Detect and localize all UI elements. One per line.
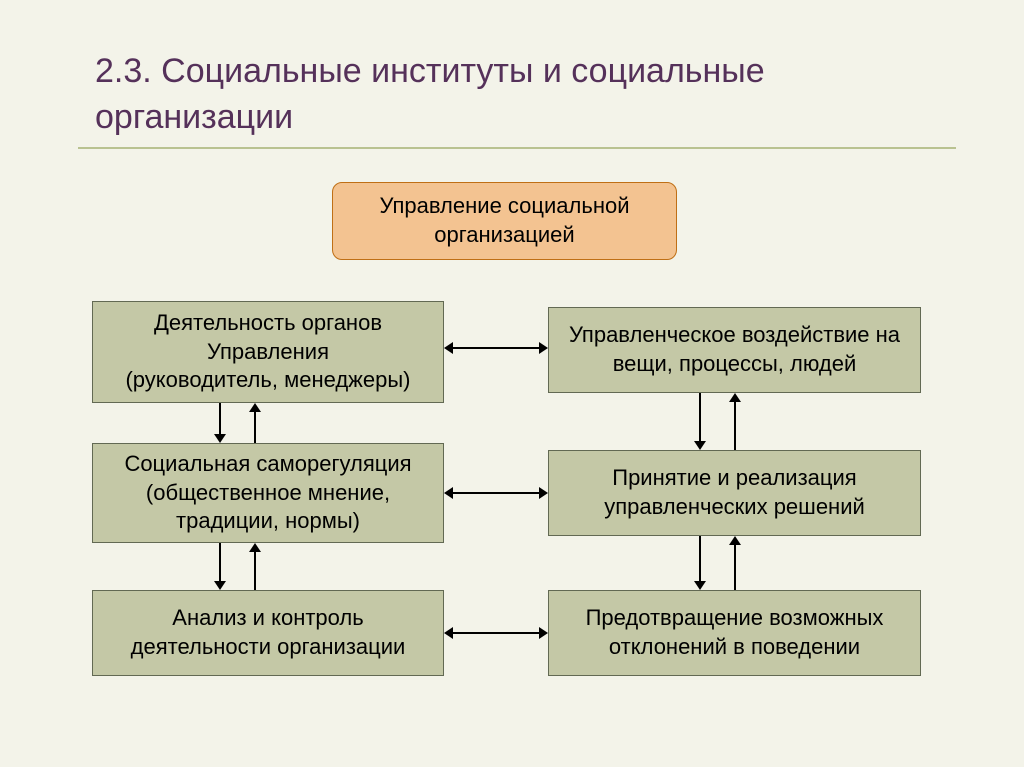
arrow-head-icon: [249, 403, 261, 412]
slide-title: 2.3. Социальные институты и социальные о…: [95, 49, 855, 141]
arrow-head-icon: [694, 581, 706, 590]
connector-line: [453, 632, 539, 634]
connector-line: [453, 492, 539, 494]
arrow-head-icon: [444, 342, 453, 354]
arrow-head-icon: [444, 627, 453, 639]
slide: 2.3. Социальные институты и социальные о…: [0, 0, 1024, 767]
arrow-head-icon: [214, 434, 226, 443]
connector-line: [734, 402, 736, 450]
box-left-2: Социальная саморегуляция (общественное м…: [92, 443, 444, 543]
connector-line: [219, 403, 221, 434]
box-top-management: Управление социальной организацией: [332, 182, 677, 260]
connector-line: [219, 543, 221, 581]
arrow-head-icon: [729, 393, 741, 402]
arrow-head-icon: [249, 543, 261, 552]
connector-line: [699, 393, 701, 441]
title-underline: [78, 147, 956, 149]
arrow-head-icon: [444, 487, 453, 499]
box-left-3: Анализ и контроль деятельности организац…: [92, 590, 444, 676]
connector-line: [734, 545, 736, 590]
connector-line: [453, 347, 539, 349]
arrow-head-icon: [539, 627, 548, 639]
box-right-3: Предотвращение возможных отклонений в по…: [548, 590, 921, 676]
connector-line: [699, 536, 701, 581]
arrow-head-icon: [539, 487, 548, 499]
box-right-1: Управленческое воздействие на вещи, проц…: [548, 307, 921, 393]
arrow-head-icon: [729, 536, 741, 545]
arrow-head-icon: [214, 581, 226, 590]
box-right-2: Принятие и реализация управленческих реш…: [548, 450, 921, 536]
connector-line: [254, 552, 256, 590]
connector-line: [254, 412, 256, 443]
arrow-head-icon: [539, 342, 548, 354]
box-left-1: Деятельность органов Управления (руковод…: [92, 301, 444, 403]
arrow-head-icon: [694, 441, 706, 450]
